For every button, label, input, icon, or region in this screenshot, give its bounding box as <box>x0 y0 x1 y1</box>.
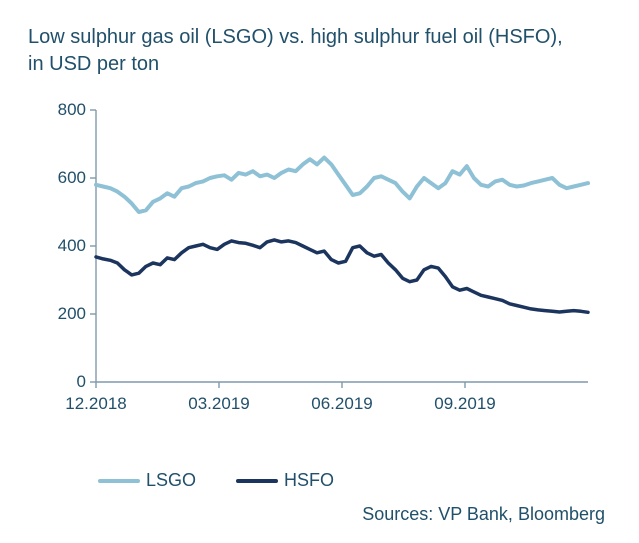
y-tick-label: 400 <box>58 236 86 256</box>
x-tick-label: 09.2019 <box>434 394 495 414</box>
legend-swatch-lsgo <box>98 479 140 483</box>
x-tick-label: 12.2018 <box>65 394 126 414</box>
x-tick-label: 03.2019 <box>188 394 249 414</box>
legend: LSGO HSFO <box>98 470 611 491</box>
y-tick-label: 600 <box>58 168 86 188</box>
y-tick-label: 0 <box>77 372 86 392</box>
y-tick-label: 200 <box>58 304 86 324</box>
title-line-1: Low sulphur gas oil (LSGO) vs. high sulp… <box>28 26 563 48</box>
legend-label-hsfo: HSFO <box>284 470 334 491</box>
chart-container: Low sulphur gas oil (LSGO) vs. high sulp… <box>0 0 639 543</box>
legend-item-lsgo: LSGO <box>98 470 196 491</box>
legend-swatch-hsfo <box>236 479 278 483</box>
legend-label-lsgo: LSGO <box>146 470 196 491</box>
chart-svg <box>38 106 598 426</box>
x-tick-label: 06.2019 <box>311 394 372 414</box>
chart-area: 020040060080012.201803.201906.201909.201… <box>38 106 598 426</box>
sources-text: Sources: VP Bank, Bloomberg <box>362 504 605 525</box>
y-tick-label: 800 <box>58 100 86 120</box>
chart-title: Low sulphur gas oil (LSGO) vs. high sulp… <box>28 24 611 78</box>
title-line-2: in USD per ton <box>28 53 159 75</box>
legend-item-hsfo: HSFO <box>236 470 334 491</box>
